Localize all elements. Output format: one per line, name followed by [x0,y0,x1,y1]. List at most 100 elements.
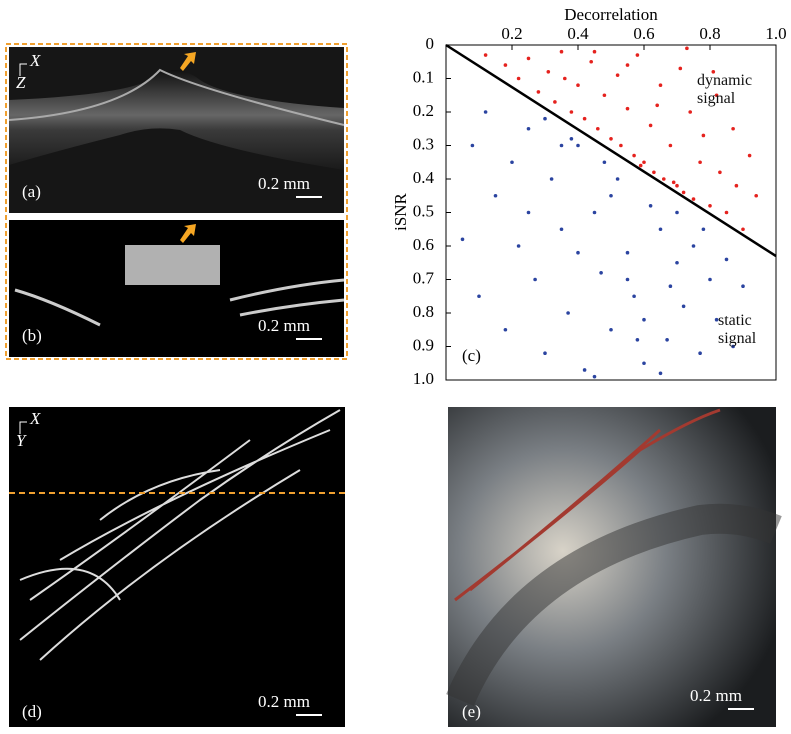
annotation: static signal [718,312,768,348]
point [754,194,758,198]
point [576,251,580,255]
point [599,271,603,275]
y-tick-label: 1.0 [413,369,434,388]
canvas: (a) 0.2 mm X Z (b) 0.2 mm (d) 0.2 mm X Y… [0,0,791,734]
y-axis-title: iSNR [391,192,410,230]
point [652,171,656,175]
point [639,164,643,168]
x-axis-title: Decorrelation [564,5,658,24]
point [741,227,745,231]
point [655,104,659,108]
point [649,204,653,208]
point [543,117,547,121]
point [619,144,623,148]
point [688,110,692,114]
point [685,47,689,51]
enface-image [9,407,345,727]
point [484,53,488,57]
y-tick-label: 0.4 [413,168,435,187]
point [698,351,702,355]
y-tick-label: 0.3 [413,134,434,153]
x-tick-label: 0.4 [567,24,589,43]
point [494,194,498,198]
scale-text: 0.2 mm [690,686,742,705]
point [626,278,630,282]
y-tick-label: 0.2 [413,101,434,120]
point [735,184,739,188]
panel-label: (e) [462,702,481,721]
point [566,311,570,315]
panel-label: (d) [22,702,42,721]
axis-label: Z [16,73,26,92]
point [675,184,679,188]
y-tick-label: 0.5 [413,201,434,220]
point [570,137,574,141]
point [576,83,580,87]
point [593,50,597,54]
point [642,160,646,164]
point [589,60,593,64]
point [659,83,663,87]
point [632,294,636,298]
y-tick-label: 0.7 [413,268,435,287]
axis-label: X [29,409,41,428]
point [675,211,679,215]
panel-label: (c) [462,346,481,365]
point [636,53,640,57]
point [632,154,636,158]
vessels [125,245,220,285]
scale-text: 0.2 mm [258,174,310,193]
point [609,194,613,198]
point [642,318,646,322]
point [636,338,640,342]
point [527,127,531,131]
point [708,278,712,282]
point [550,177,554,181]
angio-image [9,220,344,357]
point [504,63,508,67]
point [547,70,551,74]
point [527,57,531,61]
point [517,77,521,81]
point [692,244,696,248]
axis-label: X [29,51,41,70]
y-tick-label: 0.1 [413,67,434,86]
x-tick-label: 1.0 [765,24,786,43]
point [702,227,706,231]
point [682,305,686,309]
point [504,328,508,332]
point [659,372,663,376]
point [741,284,745,288]
point [672,181,676,185]
point [560,227,564,231]
point [543,351,547,355]
point [527,211,531,215]
point [649,124,653,128]
point [662,177,666,181]
point [570,110,574,114]
point [517,244,521,248]
point [665,338,669,342]
x-tick-label: 0.8 [699,24,720,43]
point [702,134,706,138]
y-tick-label: 0.8 [413,302,434,321]
point [748,154,752,158]
point [692,197,696,201]
point [626,63,630,67]
point [642,361,646,365]
y-tick-label: 0.6 [413,235,434,254]
point [477,294,481,298]
y-tick-label: 0.9 [413,335,434,354]
point [682,191,686,195]
point [679,67,683,71]
point [560,144,564,148]
panel-label: (a) [22,182,41,201]
point [596,127,600,131]
point [609,137,613,141]
point [603,160,607,164]
point [583,368,587,372]
point [626,107,630,111]
x-tick-label: 0.2 [501,24,522,43]
point [616,177,620,181]
point [560,50,564,54]
